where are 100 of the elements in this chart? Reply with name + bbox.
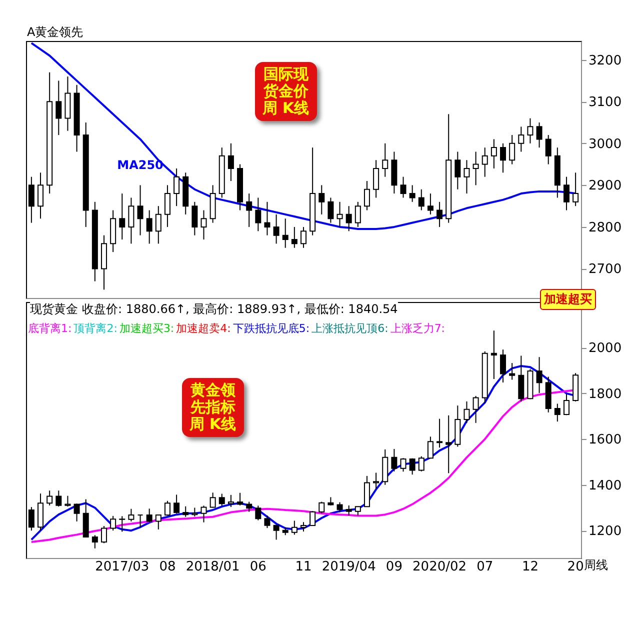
y-tick-label: 2800 <box>588 220 622 236</box>
annotation: 顶背离2: <box>74 321 118 336</box>
candlestick <box>563 393 570 416</box>
x-tick-label: 12 <box>522 560 538 574</box>
candlestick <box>291 520 298 536</box>
candlestick <box>400 458 406 472</box>
candlestick <box>354 201 361 228</box>
candlestick <box>192 201 198 236</box>
candlestick <box>56 80 62 136</box>
candlestick <box>100 526 107 544</box>
annotation: 加速超买 <box>540 289 596 310</box>
candlestick <box>310 510 316 526</box>
x-tick-label: 07 <box>476 560 494 574</box>
candlestick <box>200 505 207 523</box>
candlestick <box>373 160 380 198</box>
candlestick <box>164 500 170 516</box>
candlestick <box>246 193 252 228</box>
y-tick-label: 3100 <box>588 95 622 110</box>
candlestick <box>146 210 152 244</box>
candlestick <box>500 349 506 383</box>
candlestick <box>300 226 306 248</box>
y-tick-label: 1200 <box>588 524 622 540</box>
candlestick <box>318 184 325 215</box>
candlestick <box>518 355 524 402</box>
candlestick <box>155 206 162 244</box>
candlestick <box>364 475 370 508</box>
candlestick <box>282 218 288 248</box>
candlestick <box>46 490 53 506</box>
candlestick <box>446 414 452 474</box>
candlestick <box>146 508 152 523</box>
y-tick-label: 1600 <box>588 432 622 448</box>
candlestick <box>155 514 162 530</box>
x-tick-label: 20 <box>567 560 584 574</box>
candlestick <box>300 522 306 532</box>
candlestick <box>509 362 516 380</box>
candlestick <box>418 188 424 211</box>
x-tick-label: 11 <box>295 560 312 574</box>
annotation: 下跌抵抗见底5: <box>232 321 310 336</box>
candlestick <box>64 495 71 508</box>
candlestick <box>427 436 434 459</box>
candlestick <box>128 508 134 522</box>
candlestick <box>82 498 89 538</box>
candlestick <box>273 214 280 244</box>
candlestick <box>346 504 352 516</box>
candlestick <box>237 492 244 506</box>
candlestick <box>182 506 189 518</box>
candlestick <box>382 142 388 178</box>
candlestick <box>518 126 524 152</box>
candlestick <box>228 494 234 508</box>
candlestick <box>291 226 298 248</box>
candlestick <box>409 184 416 202</box>
candlestick <box>527 118 534 144</box>
y-tick-label: 1400 <box>588 478 622 494</box>
candlestick <box>38 172 44 220</box>
text: A黄金领先 <box>27 24 84 41</box>
candlestick <box>174 494 180 514</box>
x-tick-label: 06 <box>250 560 266 574</box>
x-tick-label: 2018/01 <box>186 560 240 574</box>
candlestick <box>472 151 479 186</box>
candlestick <box>56 490 62 508</box>
candlestick <box>373 472 380 490</box>
candlestick <box>346 206 352 232</box>
candlestick <box>174 168 180 207</box>
text: 国际现货金价周 K线 <box>255 62 316 121</box>
candlestick <box>74 503 80 522</box>
x-tick-label: 2019/04 <box>322 560 376 574</box>
candlestick <box>482 147 488 178</box>
candlestick <box>336 201 343 228</box>
candlestick <box>264 201 270 236</box>
annotation: 上涨抵抗见顶6: <box>312 321 388 336</box>
candlestick <box>464 160 470 194</box>
annotation: 现货黄金 <box>30 301 78 318</box>
candlestick <box>273 524 280 540</box>
candlestick <box>490 330 497 380</box>
candlestick <box>218 493 225 507</box>
candlestick <box>164 184 170 228</box>
candlestick <box>128 197 134 244</box>
candlestick <box>454 151 461 190</box>
candlestick <box>436 418 443 448</box>
candlestick <box>554 403 560 422</box>
series-label: MA250 <box>117 158 164 172</box>
candlestick <box>137 184 144 236</box>
annotation: 收盘价: 1880.66↑, 最高价: 1889.93↑, 最低价: 1840.54 <box>82 301 398 318</box>
candlestick <box>354 506 361 516</box>
candlestick <box>255 505 262 521</box>
candlestick <box>427 193 434 215</box>
x-tick-label: 2020/02 <box>412 560 467 574</box>
candlestick <box>391 448 398 472</box>
candlestick <box>210 492 216 508</box>
candlestick <box>490 138 497 169</box>
candlestick <box>38 493 44 532</box>
candlestick <box>119 193 126 240</box>
candlestick <box>318 501 325 514</box>
text: 周线 <box>584 557 608 574</box>
x-tick-label: 08 <box>159 560 176 574</box>
candlestick <box>563 176 570 211</box>
candlestick <box>536 356 542 394</box>
candlestick <box>409 458 416 476</box>
candlestick <box>400 176 406 198</box>
candlestick <box>472 395 479 424</box>
